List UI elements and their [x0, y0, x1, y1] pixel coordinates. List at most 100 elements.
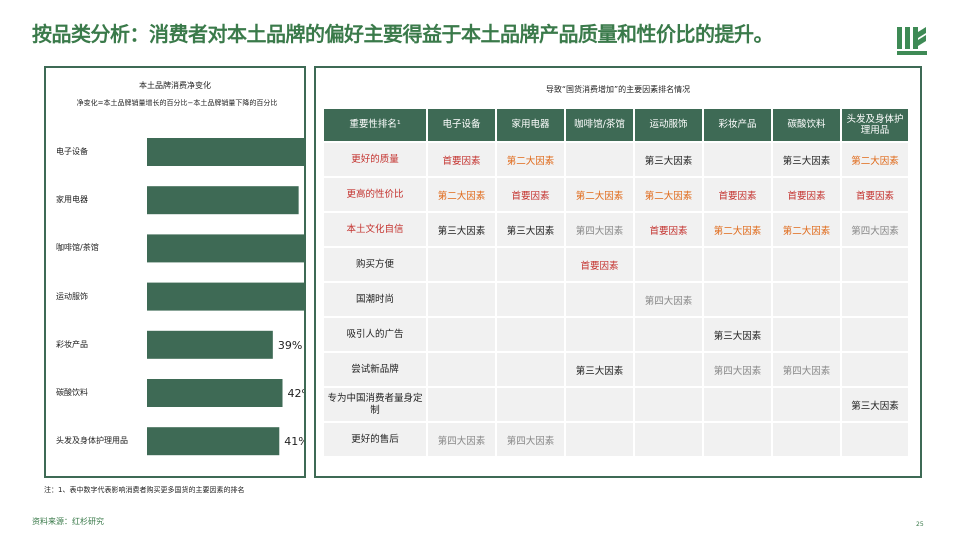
table-cell	[428, 388, 495, 421]
table-row: 专为中国消费者量身定制 第三大因素	[324, 388, 908, 421]
table-row: 本土文化自信 第三大因素 第三大因素 第四大因素 首要因素 第二大因素 第二大因素 第四大因素	[324, 213, 908, 246]
table-cell: 第三大因素	[773, 143, 840, 176]
table-cell	[773, 318, 840, 351]
table-row-header: 更高的性价比	[324, 178, 426, 211]
table-row: 吸引人的广告 第三大因素	[324, 318, 908, 351]
table-cell: 第三大因素	[704, 318, 771, 351]
bar	[147, 234, 304, 263]
table-cell	[842, 423, 908, 456]
chart-subtitle: 净变化=本土品牌销量增长的百分比−本土品牌销量下降的百分比	[76, 99, 278, 107]
table-row-header: 购买方便	[324, 248, 426, 281]
table-row-header: 本土文化自信	[324, 213, 426, 246]
category-label: 咖啡馆/茶馆	[56, 243, 99, 253]
table-cell	[497, 248, 564, 281]
table-cell: 首要因素	[704, 178, 771, 211]
table-cell	[704, 283, 771, 316]
category-label: 彩妆产品	[56, 339, 88, 349]
table-cell	[842, 318, 908, 351]
table-cell: 首要因素	[428, 143, 495, 176]
bar	[147, 379, 283, 407]
table-cell	[773, 248, 840, 281]
table-cell: 第四大因素	[566, 213, 633, 246]
table-cell: 第二大因素	[773, 213, 840, 246]
table-column-header: 咖啡馆/茶馆	[566, 109, 633, 141]
table-cell: 第三大因素	[842, 388, 908, 421]
table-row-header: 专为中国消费者量身定制	[324, 388, 426, 421]
table-cell: 首要因素	[842, 178, 908, 211]
table-cell: 第二大因素	[704, 213, 771, 246]
table-row: 更好的售后 第四大因素 第四大因素	[324, 423, 908, 456]
table-row-header: 吸引人的广告	[324, 318, 426, 351]
table-cell	[635, 423, 702, 456]
table-cell	[566, 423, 633, 456]
table-cell: 第二大因素	[497, 143, 564, 176]
table-cell: 第三大因素	[497, 213, 564, 246]
table-corner-header: 重要性排名¹	[324, 109, 426, 141]
table-cell	[635, 248, 702, 281]
bar	[147, 427, 280, 456]
table-cell: 第四大因素	[773, 353, 840, 386]
category-label: 家用电器	[56, 195, 88, 205]
table-cell	[773, 388, 840, 421]
table-cell	[635, 388, 702, 421]
table-cell	[635, 353, 702, 386]
table-column-header: 头发及身体护理用品	[842, 109, 908, 141]
table-row-header: 国潮时尚	[324, 283, 426, 316]
table-cell: 首要因素	[497, 178, 564, 211]
table-title: 导致“国货消费增加”的主要因素排名情况	[545, 85, 691, 94]
table-cell: 第二大因素	[566, 178, 633, 211]
category-label: 运动服饰	[56, 291, 88, 301]
table-row: 购买方便 首要因素	[324, 248, 908, 281]
ranking-table: 重要性排名¹ 电子设备 家用电器 咖啡馆/茶馆 运动服饰 彩妆产品 碳酸饮料 头发及身体护理…	[322, 107, 910, 458]
bar-value-label: 41%	[284, 435, 304, 448]
table-column-header: 碳酸饮料	[773, 109, 840, 141]
table-cell	[566, 318, 633, 351]
table-cell	[566, 283, 633, 316]
table-cell: 第三大因素	[428, 213, 495, 246]
page-title: 按品类分析：消费者对本土品牌的偏好主要得益于本土品牌产品质量和性价比的提升。	[32, 22, 774, 46]
table-cell	[497, 388, 564, 421]
page-number: 25	[916, 521, 924, 528]
table-cell	[635, 318, 702, 351]
table-column-header: 彩妆产品	[704, 109, 771, 141]
table-cell	[842, 248, 908, 281]
table-cell	[842, 353, 908, 386]
table-cell: 首要因素	[773, 178, 840, 211]
table-cell: 第四大因素	[704, 353, 771, 386]
table-cell	[566, 388, 633, 421]
table-cell	[497, 353, 564, 386]
ranking-table-panel: 导致“国货消费增加”的主要因素排名情况 重要性排名¹ 电子设备 家用电器 咖啡馆/茶…	[314, 66, 922, 478]
table-cell	[497, 283, 564, 316]
table-cell	[428, 283, 495, 316]
bar	[147, 138, 304, 166]
table-cell: 第四大因素	[635, 283, 702, 316]
footnote: 注：1、表中数字代表影响消费者购买更多国货的主要因素的排名	[44, 486, 245, 494]
bar	[147, 282, 304, 311]
table-row-header: 更好的售后	[324, 423, 426, 456]
table-cell	[428, 248, 495, 281]
table-column-header: 电子设备	[428, 109, 495, 141]
table-cell: 第三大因素	[635, 143, 702, 176]
table-cell	[428, 318, 495, 351]
table-row: 更好的质量 首要因素 第二大因素 第三大因素 第三大因素 第二大因素	[324, 143, 908, 176]
category-label: 碳酸饮料	[56, 388, 88, 397]
table-row-header: 更好的质量	[324, 143, 426, 176]
brand-logo-icon	[897, 27, 927, 55]
table-cell	[704, 388, 771, 421]
table-column-header: 家用电器	[497, 109, 564, 141]
bar-chart: 51%47%53%50%39%42%41%	[147, 138, 304, 456]
table-cell	[842, 283, 908, 316]
table-cell: 第四大因素	[428, 423, 495, 456]
chart-panel: 本土品牌消费净变化 净变化=本土品牌销量增长的百分比−本土品牌销量下降的百分比 …	[44, 66, 306, 478]
table-cell	[773, 283, 840, 316]
bar-value-label: 39%	[278, 339, 302, 352]
table-column-header: 运动服饰	[635, 109, 702, 141]
table-cell: 第四大因素	[842, 213, 908, 246]
table-cell	[704, 423, 771, 456]
table-cell: 第二大因素	[842, 143, 908, 176]
chart-title: 本土品牌消费净变化	[139, 81, 211, 90]
table-cell	[704, 248, 771, 281]
table-cell	[773, 423, 840, 456]
table-cell: 第四大因素	[497, 423, 564, 456]
table-cell: 首要因素	[566, 248, 633, 281]
